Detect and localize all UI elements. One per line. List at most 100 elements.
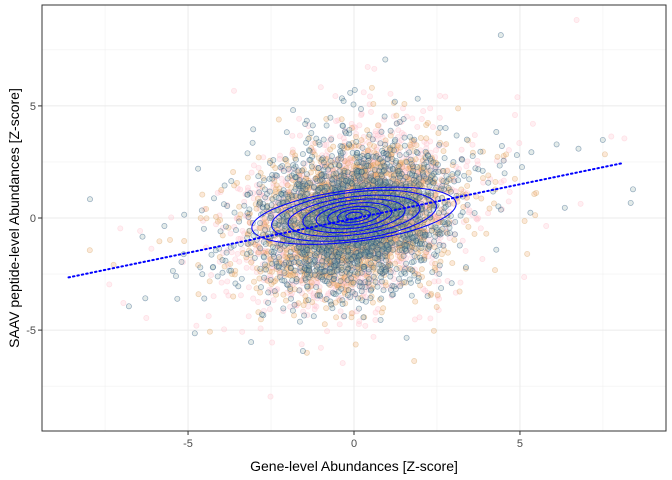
data-point [344,284,350,291]
data-point [174,295,181,302]
data-point [300,274,307,281]
data-point [283,281,290,288]
data-point [198,207,205,214]
data-point [435,130,442,137]
data-point [450,159,457,166]
data-point [404,155,411,162]
data-point [455,105,462,112]
data-point [438,176,445,183]
data-point [493,157,500,164]
data-point [374,153,381,160]
data-point [323,142,330,148]
data-point [348,248,355,255]
data-point [398,170,405,177]
data-point [394,145,401,152]
data-point [434,234,441,241]
data-point [413,233,420,240]
data-point [324,292,331,299]
data-point [452,188,458,195]
data-point [280,291,287,298]
data-point [267,272,274,279]
data-point [427,315,434,322]
data-point [401,216,408,223]
data-point [339,272,346,278]
data-point [419,208,426,215]
data-point [479,256,486,262]
data-point [343,244,350,251]
data-point [197,215,204,222]
data-point [410,164,417,171]
data-point [253,269,260,276]
data-point [336,178,343,185]
data-point [269,260,276,267]
data-point [505,147,512,154]
data-point [386,238,393,245]
data-point [363,166,370,173]
data-point [334,255,341,262]
data-point [208,251,215,258]
data-point [234,250,241,257]
data-point [291,279,298,286]
data-point [228,249,235,256]
data-point [403,175,410,182]
data-point [440,169,447,176]
data-point [255,154,262,161]
data-point [351,86,358,93]
data-point [341,244,348,251]
data-point [218,279,225,286]
data-point [343,183,350,190]
data-point [357,274,364,281]
data-point [281,269,288,276]
data-point [495,203,502,210]
data-point [364,147,371,154]
data-point [242,191,249,198]
data-point [410,141,417,148]
data-point [350,123,357,130]
data-point [402,239,409,246]
data-point [380,284,387,291]
data-point [380,175,387,182]
data-point [259,214,266,221]
data-point [333,184,340,190]
data-point [370,101,377,107]
data-point [359,293,366,300]
data-point [218,187,225,193]
data-point [353,243,359,250]
data-point [300,178,307,185]
data-point [353,133,359,140]
data-point [528,149,535,156]
data-point [372,188,378,195]
data-point [501,170,508,177]
data-point [169,267,176,274]
data-point [415,169,422,176]
data-point [368,245,375,252]
data-point [425,247,432,254]
data-point [156,238,163,245]
data-point [310,140,317,147]
data-point [252,247,259,254]
data-point [305,256,312,263]
data-point [263,277,270,284]
data-point [395,127,402,134]
data-point [258,311,265,318]
data-point [332,248,339,255]
data-point [236,203,243,210]
data-point [400,163,407,170]
data-point [409,253,416,260]
data-point [424,175,431,182]
data-point [275,226,282,233]
data-point [382,250,389,257]
data-point [421,138,428,145]
data-point [365,253,372,259]
data-point [475,215,482,222]
data-point [277,274,283,280]
data-point [277,247,283,254]
data-point [378,154,385,161]
data-point [281,271,288,278]
data-point [268,268,275,275]
data-point [347,155,354,162]
data-point [299,172,306,179]
data-point [419,172,426,179]
data-point [424,119,431,126]
data-point [369,172,376,179]
